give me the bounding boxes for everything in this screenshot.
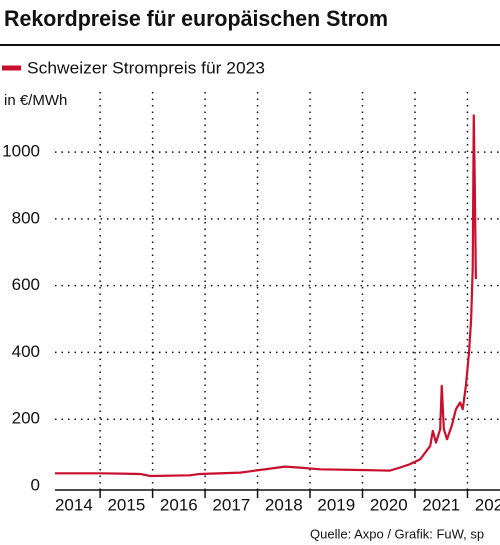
- x-tick-label: 2020: [370, 495, 408, 514]
- x-tick-label: 2022: [475, 495, 500, 514]
- x-tick-label: 2014: [55, 495, 93, 514]
- chart-title: Rekordpreise für europäischen Strom: [4, 6, 388, 31]
- x-tick-label: 2018: [265, 495, 303, 514]
- y-tick-label: 400: [12, 342, 40, 361]
- price-line: [55, 114, 477, 478]
- source: Quelle: Axpo / Grafik: FuW, sp: [310, 526, 484, 541]
- x-tick-label: 2019: [317, 495, 355, 514]
- legend-label: Schweizer Strompreis für 2023: [27, 58, 265, 77]
- y-tick-label: 200: [12, 409, 40, 428]
- y-tick-label: 1000: [2, 142, 40, 161]
- x-tick-label: 2016: [160, 495, 198, 514]
- y-tick-label: 0: [31, 475, 40, 494]
- y-axis-label: in €/MWh: [4, 92, 67, 109]
- y-tick-label: 800: [12, 208, 40, 227]
- x-tick-label: 2017: [212, 495, 250, 514]
- x-tick-label: 2021: [422, 495, 460, 514]
- x-tick-label: 2015: [107, 495, 145, 514]
- y-tick-label: 600: [12, 275, 40, 294]
